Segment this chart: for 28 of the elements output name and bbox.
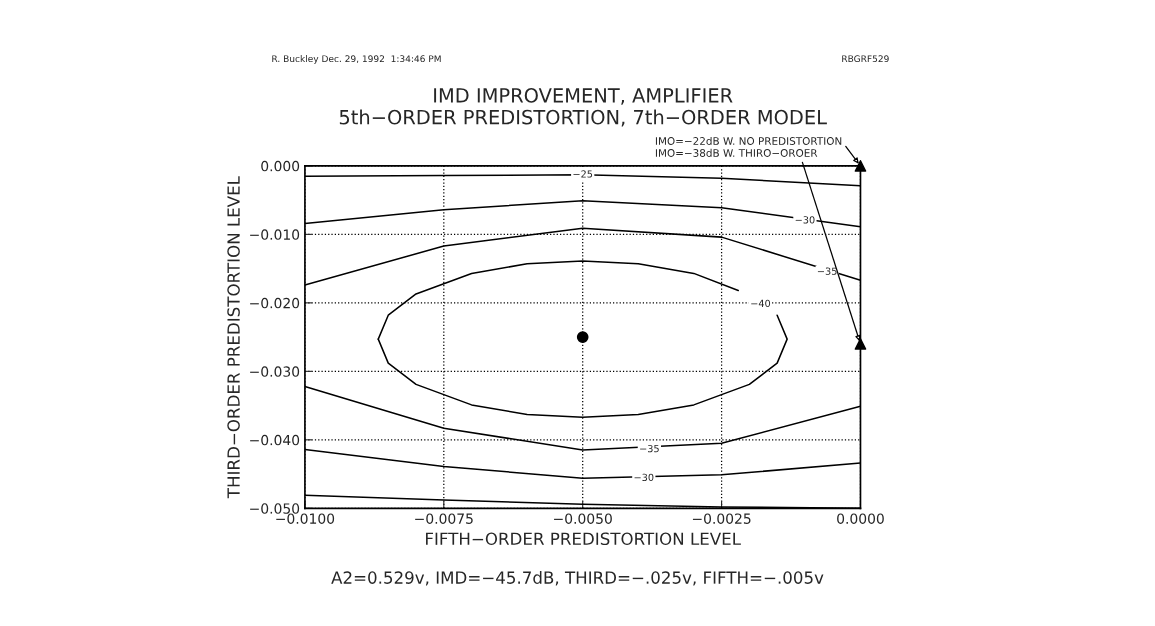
annotation: −35 bbox=[817, 267, 837, 275]
point bbox=[576, 331, 589, 343]
annotation: −40 bbox=[751, 299, 771, 308]
y-tick-label: 0.000 bbox=[261, 160, 300, 172]
y-axis-title: THIRD−ORDER PREDISTORTION LEVEL bbox=[227, 176, 240, 499]
y-tick-label: −0.050 bbox=[250, 503, 300, 514]
x-tick-label: −0.0075 bbox=[415, 513, 473, 524]
annotation: −35 bbox=[640, 444, 659, 453]
x-tick-label: −0.0050 bbox=[554, 513, 612, 524]
y-tick-label: −0.030 bbox=[250, 366, 300, 377]
y-tick-label: −0.040 bbox=[250, 434, 300, 446]
annotation: −30 bbox=[795, 216, 815, 224]
chart-title: IMD IMPROVEMENT, AMPLIFIER bbox=[434, 88, 733, 105]
x-tick-label: 0.0000 bbox=[837, 513, 884, 524]
annotation: −30 bbox=[634, 473, 654, 481]
y-tick-label: −0.010 bbox=[250, 229, 300, 240]
point bbox=[854, 160, 867, 172]
y-tick-label: −0.020 bbox=[250, 297, 300, 309]
text: A2=0.529v, IMD=−45.7dB, THIRD=−.025v, FIFTH=−.005v bbox=[331, 570, 824, 586]
chart-subtitle: 5th−ORDER PREDISTORTION, 7th−ORDER MODEL bbox=[339, 109, 827, 127]
x-tick-label: −0.0100 bbox=[276, 513, 335, 524]
annotation: IMO=−22dB W. NO PREDISTORTION bbox=[655, 136, 842, 145]
point bbox=[854, 338, 867, 350]
annotation: IMO=−38dB W. THIRO−OROER bbox=[655, 148, 818, 157]
x-axis-title: FIFTH−ORDER PREDISTORTION LEVEL bbox=[426, 532, 741, 546]
x-tick-label: −0.0025 bbox=[692, 513, 751, 524]
text: RBGRF529 bbox=[842, 55, 889, 63]
text: R. Buckley Dec. 29, 1992 1:34:46 PM bbox=[272, 55, 441, 64]
